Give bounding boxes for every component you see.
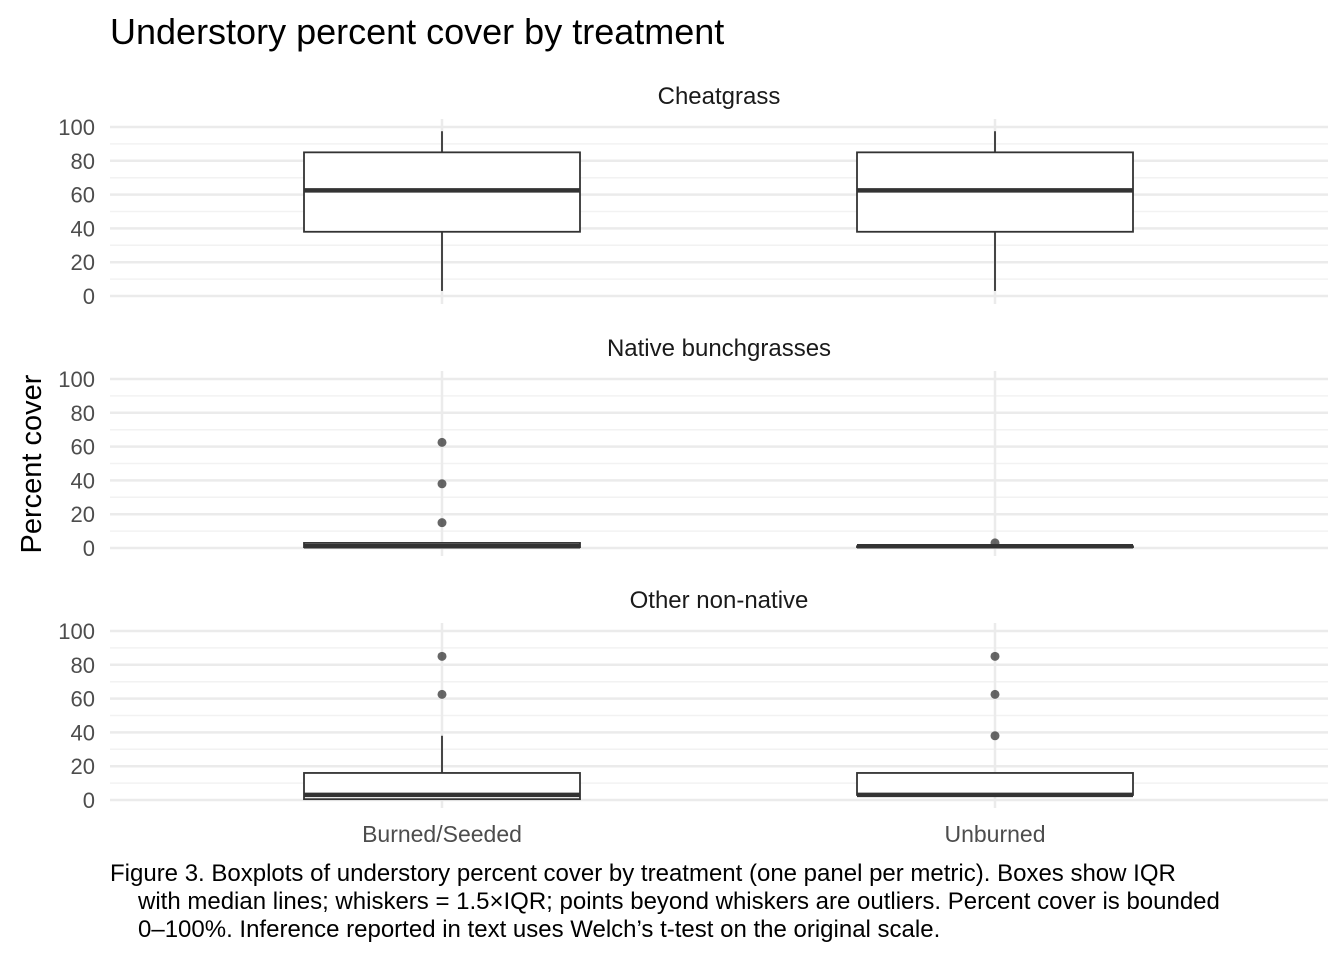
outlier-point: [990, 538, 1000, 548]
y-tick-label: 100: [58, 619, 95, 644]
y-tick-label: 40: [71, 720, 95, 745]
y-axis-label: Percent cover: [16, 374, 48, 553]
outlier-point: [990, 689, 1000, 699]
facet-panel: 0 20 40 60 80 100 Other non-native: [58, 587, 1328, 813]
facet-strip-label: Other non-native: [630, 587, 809, 614]
figure-caption: Figure 3. Boxplots of understory percent…: [110, 860, 1330, 944]
y-tick-label: 100: [58, 115, 95, 140]
caption-line-2: with median lines; whiskers = 1.5×IQR; p…: [138, 888, 1220, 915]
outlier-point: [437, 479, 447, 489]
box-burned-seeded: [303, 131, 581, 291]
iqr-box: [856, 772, 1134, 796]
y-tick-label: 40: [71, 468, 95, 493]
box-burned-seeded: [303, 651, 581, 801]
facet-panel: 0 20 40 60 80 100 Cheatgrass: [58, 83, 1328, 309]
outlier-point: [437, 651, 447, 661]
facet-strip-label: Native bunchgrasses: [607, 335, 831, 362]
y-tick-label: 40: [71, 216, 95, 241]
outlier-point: [437, 518, 447, 528]
box-unburned: [856, 651, 1134, 798]
outlier-point: [437, 437, 447, 447]
box-unburned: [856, 538, 1134, 549]
y-tick-label: 0: [83, 284, 95, 309]
x-tick-label: Burned/Seeded: [362, 821, 522, 847]
caption-line-1: Figure 3. Boxplots of understory percent…: [110, 860, 1176, 887]
outlier-point: [990, 731, 1000, 741]
box-unburned: [856, 131, 1134, 291]
outlier-point: [437, 689, 447, 699]
outlier-point: [990, 651, 1000, 661]
facet-panel: 0 20 40 60 80 100 Native bunchgrasses: [58, 335, 1328, 561]
y-tick-label: 80: [71, 653, 95, 678]
y-tick-label: 80: [71, 401, 95, 426]
facet-strip-label: Cheatgrass: [658, 83, 781, 110]
y-tick-label: 0: [83, 788, 95, 813]
box-burned-seeded: [303, 437, 581, 549]
y-tick-label: 0: [83, 536, 95, 561]
chart-title: Understory percent cover by treatment: [110, 11, 724, 52]
y-tick-label: 20: [71, 502, 95, 527]
boxplot-chart: Understory percent cover by treatment Pe…: [16, 11, 1328, 847]
y-tick-label: 100: [58, 367, 95, 392]
caption-line-3: 0–100%. Inference reported in text uses …: [138, 916, 941, 943]
y-tick-label: 20: [71, 754, 95, 779]
y-tick-label: 80: [71, 149, 95, 174]
x-tick-label: Unburned: [944, 821, 1045, 847]
y-tick-label: 60: [71, 687, 95, 712]
y-tick-label: 60: [71, 435, 95, 460]
facet-panels: 0 20 40 60 80 100 Cheatgrass 0 20 40 60 80 100 Native…: [58, 83, 1328, 847]
y-tick-label: 60: [71, 183, 95, 208]
y-tick-label: 20: [71, 250, 95, 275]
